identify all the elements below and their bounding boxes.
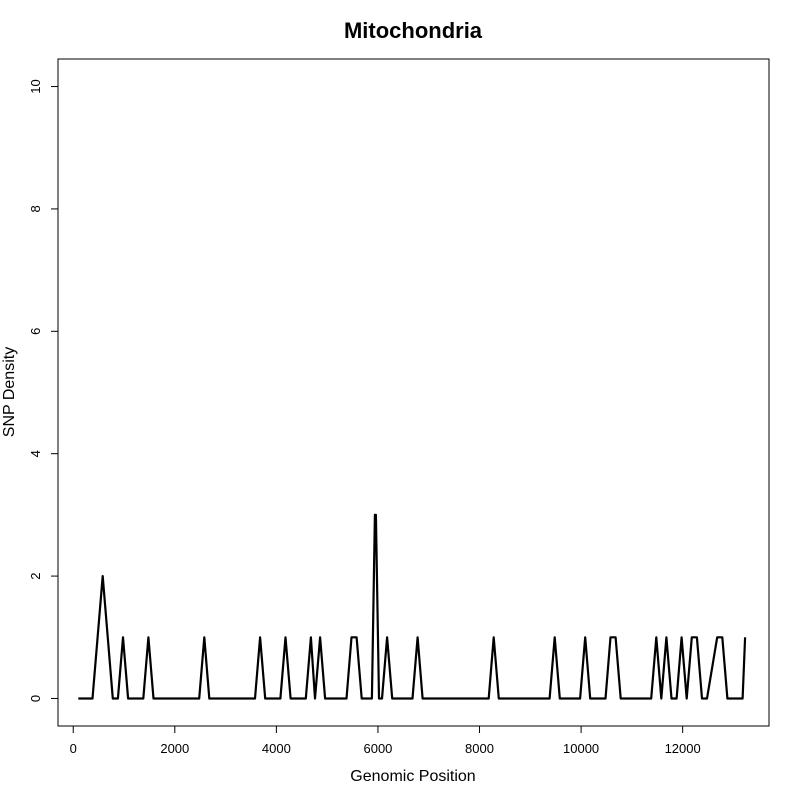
x-tick-label: 10000 [563,741,599,756]
y-axis-label: SNP Density [1,347,18,437]
x-axis-label: Genomic Position [350,768,475,785]
x-tick-label: 8000 [465,741,494,756]
plot-frame [57,58,770,727]
x-tick-label: 4000 [262,741,291,756]
y-tick-label: 8 [28,205,43,212]
chart-title: Mitochondria [344,18,483,43]
y-tick-label: 0 [28,695,43,702]
snp-density-line [78,513,747,700]
x-tick-label: 6000 [363,741,392,756]
x-tick-label: 12000 [665,741,701,756]
y-axis-ticks: 0 2 4 6 8 10 [28,79,58,702]
x-tick-label: 2000 [160,741,189,756]
x-tick-label: 0 [70,741,77,756]
y-tick-label: 4 [28,450,43,457]
y-tick-label: 10 [28,79,43,93]
x-axis-ticks: 0 2000 4000 6000 8000 10000 12000 [70,726,701,756]
y-tick-label: 6 [28,328,43,335]
y-tick-label: 2 [28,572,43,579]
